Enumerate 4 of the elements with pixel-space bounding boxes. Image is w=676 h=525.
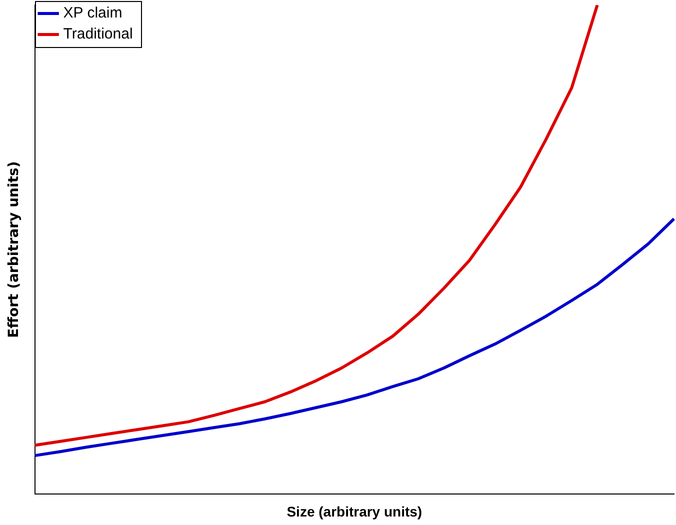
legend-label: XP claim <box>63 4 122 22</box>
legend-label: Traditional <box>63 26 133 43</box>
y-axis-title: Effort (arbitrary units) <box>6 161 22 338</box>
x-axis-title: Size (arbitrary units) <box>286 503 422 520</box>
